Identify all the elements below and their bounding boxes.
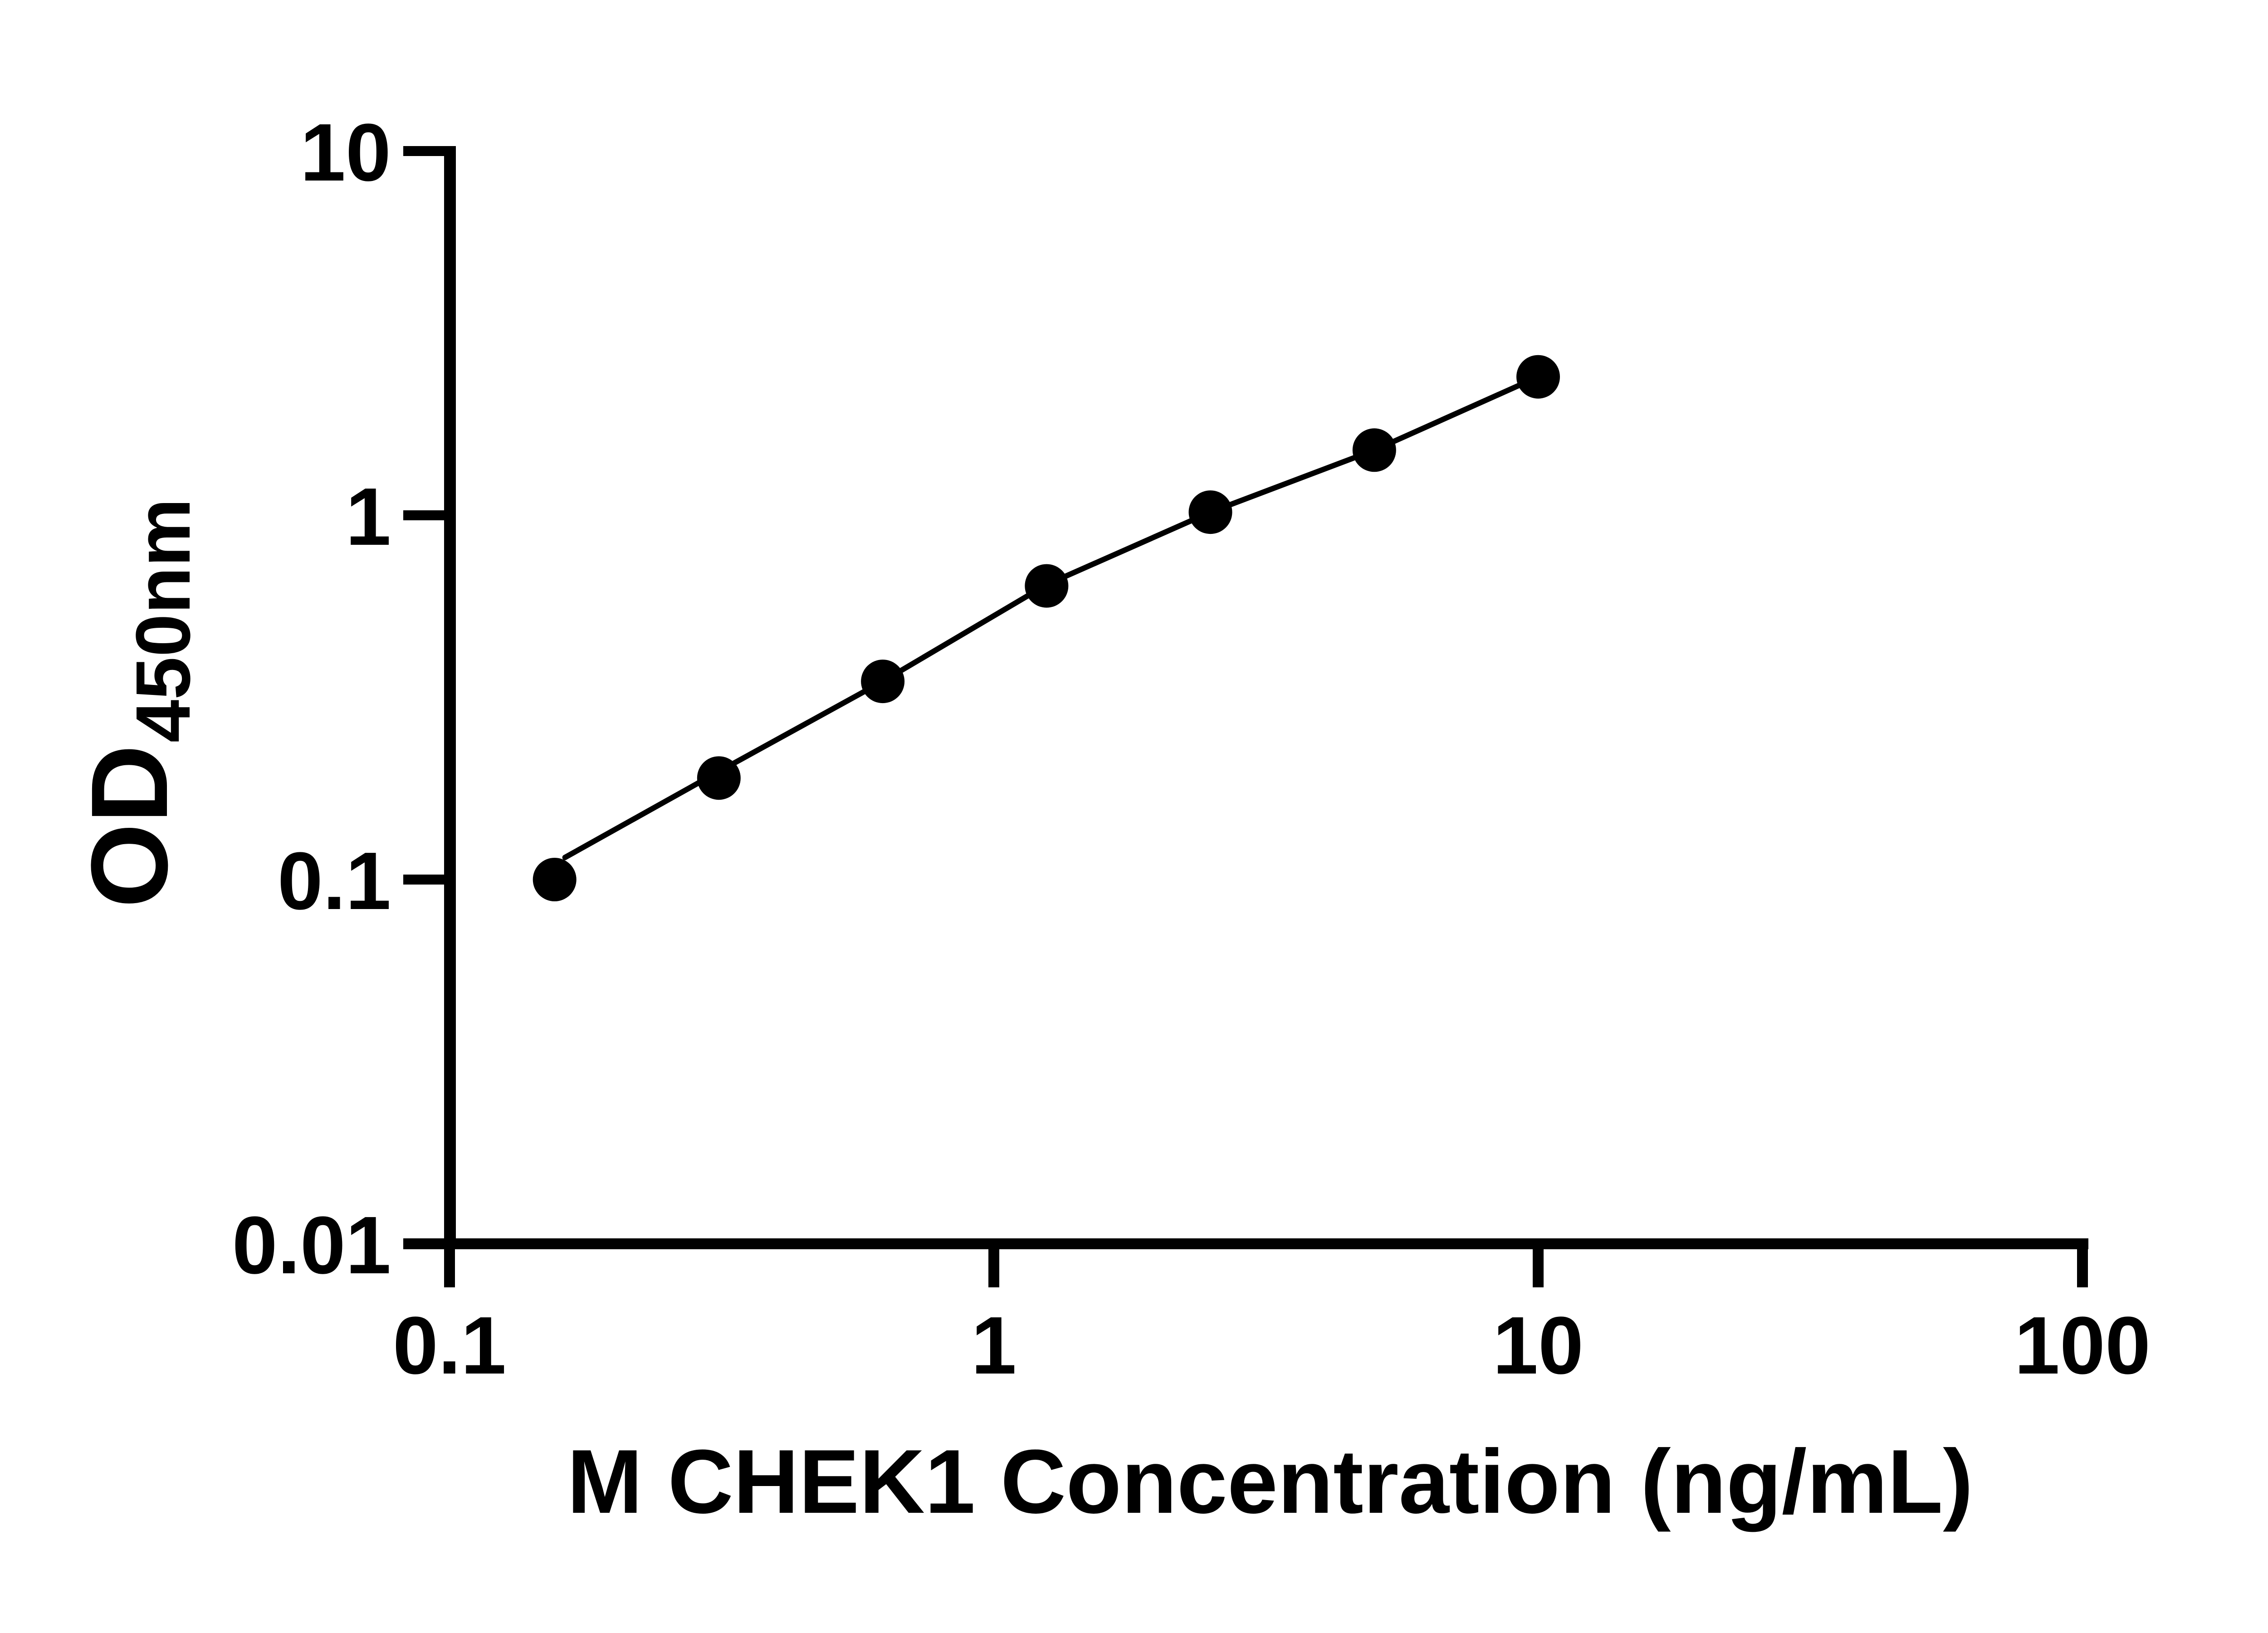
- x-axis-title: M CHEK1 Concentration (ng/mL): [567, 1431, 1973, 1532]
- y-tick: [403, 146, 456, 156]
- x-tick-label: 1: [971, 1300, 1017, 1391]
- y-axis-ticks: [403, 146, 456, 1249]
- x-tick-label: 0.1: [393, 1300, 506, 1391]
- x-axis-ticks: [444, 1238, 2088, 1287]
- y-axis-title-subscript: 450nm: [120, 498, 206, 743]
- data-point: [1025, 564, 1069, 608]
- x-tick: [988, 1238, 999, 1287]
- y-axis-line: [444, 146, 456, 1249]
- data-point: [533, 858, 577, 901]
- data-point: [697, 756, 741, 800]
- y-tick-label: 1: [346, 471, 391, 562]
- data-point: [1188, 490, 1232, 534]
- y-axis-title-main: OD: [68, 745, 190, 908]
- y-tick: [403, 510, 456, 520]
- y-tick-label: 0.1: [278, 836, 391, 927]
- y-axis-tick-labels: 10 1 0.1 0.01: [232, 107, 391, 1291]
- y-tick: [403, 875, 456, 885]
- x-axis-line: [403, 1238, 2088, 1249]
- x-tick-label: 100: [2014, 1300, 2151, 1391]
- y-tick-label: 0.01: [232, 1200, 391, 1291]
- y-tick: [403, 1239, 456, 1249]
- data-point: [861, 660, 905, 704]
- data-points: [533, 355, 1560, 901]
- y-axis-title: OD 450nm: [68, 498, 206, 908]
- x-tick-label: 10: [1493, 1300, 1584, 1391]
- x-tick: [1533, 1238, 1544, 1287]
- x-axis-tick-labels: 0.1 1 10 100: [393, 1300, 2151, 1391]
- data-point: [1516, 355, 1560, 399]
- y-tick-label: 10: [300, 107, 391, 198]
- x-tick: [444, 1238, 455, 1287]
- x-tick: [2077, 1238, 2088, 1287]
- data-point: [1352, 428, 1396, 472]
